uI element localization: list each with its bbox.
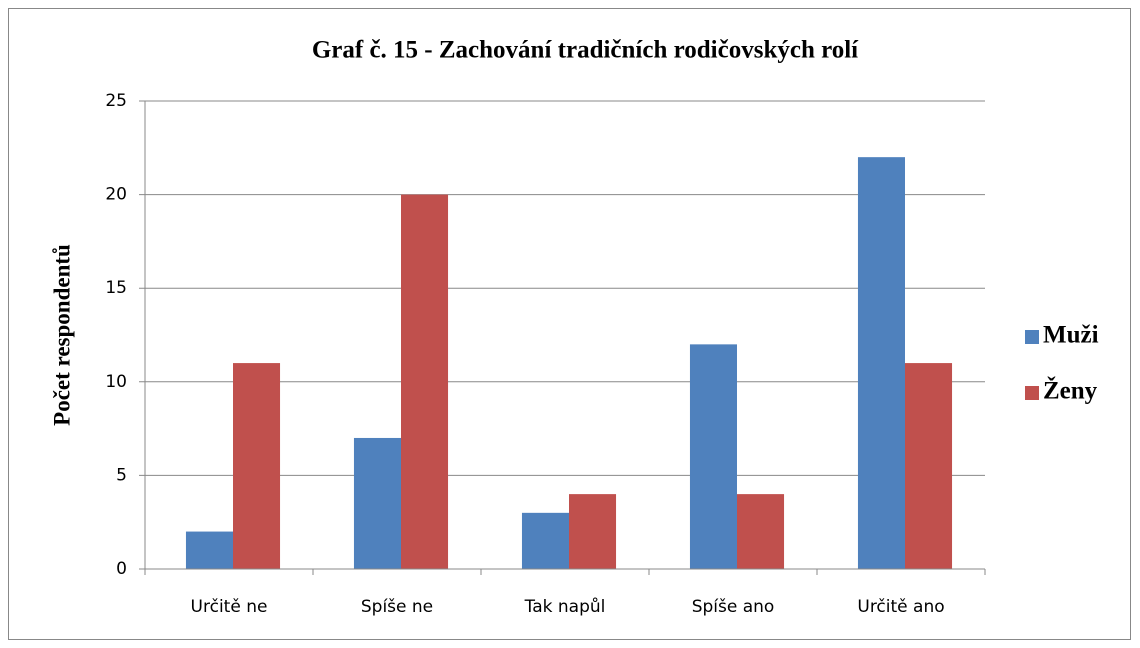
x-tick-label: Spíše ne bbox=[361, 597, 433, 617]
chart-title: Graf č. 15 - Zachování tradičních rodičo… bbox=[312, 37, 859, 64]
y-tick-label: 0 bbox=[116, 559, 127, 579]
legend-label: Ženy bbox=[1043, 377, 1098, 405]
bar bbox=[401, 194, 449, 569]
x-tick-label: Určitě ne bbox=[191, 597, 268, 617]
y-tick-label: 10 bbox=[105, 372, 127, 392]
x-tick-label: Tak napůl bbox=[524, 597, 606, 617]
bar bbox=[737, 494, 785, 569]
legend-label: Muži bbox=[1043, 322, 1099, 349]
y-tick-label: 20 bbox=[105, 185, 127, 205]
bar bbox=[689, 344, 737, 569]
x-tick-label: Určitě ano bbox=[857, 597, 944, 617]
y-axis-label: Počet respondentů bbox=[49, 244, 74, 426]
bar bbox=[569, 494, 617, 569]
legend-swatch bbox=[1025, 330, 1039, 344]
bar bbox=[857, 157, 905, 569]
y-tick-label: 15 bbox=[105, 278, 127, 298]
y-tick-label: 5 bbox=[116, 465, 127, 485]
legend-swatch bbox=[1025, 386, 1039, 400]
bar bbox=[905, 363, 953, 569]
bar bbox=[185, 531, 233, 569]
x-tick-label: Spíše ano bbox=[692, 597, 775, 617]
y-tick-label: 25 bbox=[105, 91, 127, 111]
bar bbox=[353, 437, 401, 569]
bar bbox=[521, 512, 569, 569]
bar bbox=[233, 363, 281, 569]
